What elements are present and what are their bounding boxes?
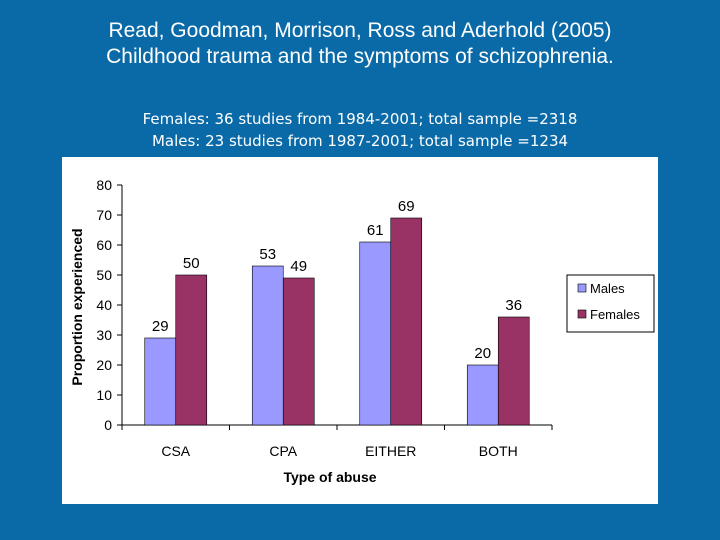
bar-females-both [497,316,530,426]
y-tick-label: 50 [96,267,112,283]
title-line-2: Childhood trauma and the symptoms of sch… [106,45,614,68]
data-label: 69 [398,198,415,215]
y-tick-label: 20 [96,357,112,373]
bar-males-csa [144,337,177,426]
data-label: 29 [152,318,169,335]
subtitle-line-2: Males: 23 studies from 1987-2001; total … [151,132,569,150]
subtitle-line-1: Females: 36 studies from 1984-2001; tota… [142,110,578,128]
bar-males-cpa [251,265,284,426]
slide-subtitle: Females: 36 studies from 1984-2001; tota… [0,108,720,152]
data-label: 50 [183,255,200,272]
legend-label-females: Females [590,307,640,322]
y-tick-label: 80 [96,177,112,193]
legend-swatch-females [577,309,587,319]
x-tick-label: CSA [161,443,190,459]
x-axis-title: Type of abuse [283,469,376,485]
title-line-1: Read, Goodman, Morrison, Ross and Aderho… [108,19,612,42]
bar-females-csa [175,274,208,426]
data-label: 20 [474,345,491,362]
data-label: 49 [290,258,307,275]
bar-females-cpa [282,277,315,426]
bar-males-either [359,241,392,426]
x-tick-label: EITHER [365,443,416,459]
y-tick-label: 40 [96,297,112,313]
y-tick-label: 0 [104,417,112,433]
bar-females-either [390,217,423,426]
x-tick-label: BOTH [479,443,518,459]
y-tick-label: 10 [96,387,112,403]
data-label: 61 [367,222,384,239]
x-tick-label: CPA [269,443,297,459]
y-tick-label: 70 [96,207,112,223]
y-tick-label: 30 [96,327,112,343]
y-axis-title: Proportion experienced [69,228,85,385]
data-label: 36 [505,297,522,314]
bar-males-both [466,364,499,426]
data-label: 53 [259,246,276,263]
legend-swatch-males [577,283,587,293]
slide-title: Read, Goodman, Morrison, Ross and Aderho… [0,18,720,70]
y-tick-label: 60 [96,237,112,253]
legend-label-males: Males [590,281,625,296]
